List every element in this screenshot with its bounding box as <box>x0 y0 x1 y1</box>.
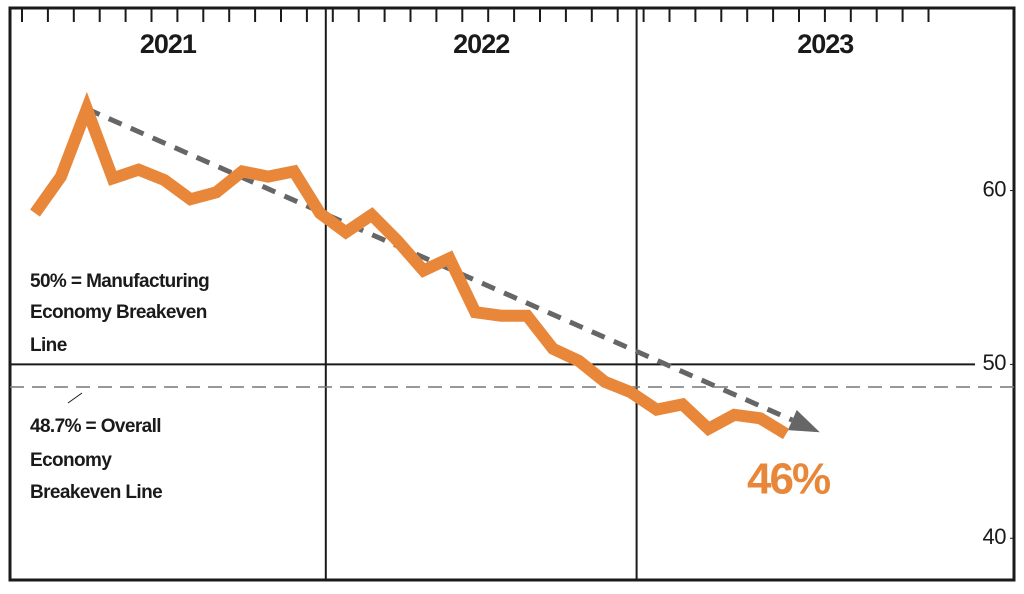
value-label: 46% <box>747 455 830 504</box>
annotation: Economy <box>30 450 112 471</box>
y-tick-label: 60 <box>983 176 1007 201</box>
year-label: 2022 <box>453 29 509 59</box>
y-tick-label: 50 <box>983 350 1007 375</box>
annotation: 50% = Manufacturing <box>30 271 209 292</box>
data-line <box>30 91 790 440</box>
annotation: Breakeven Line <box>30 482 162 503</box>
trend-arrowhead <box>787 410 820 433</box>
y-tick-label: 40 <box>983 524 1007 549</box>
year-label: 2021 <box>140 29 197 59</box>
year-label: 2023 <box>797 29 854 59</box>
annotation: Line <box>30 335 67 356</box>
annotation: 48.7% = Overall <box>30 416 161 437</box>
annotation: Economy Breakeven <box>30 302 207 323</box>
plot-frame <box>8 6 1016 582</box>
annotation-leader <box>67 392 83 404</box>
